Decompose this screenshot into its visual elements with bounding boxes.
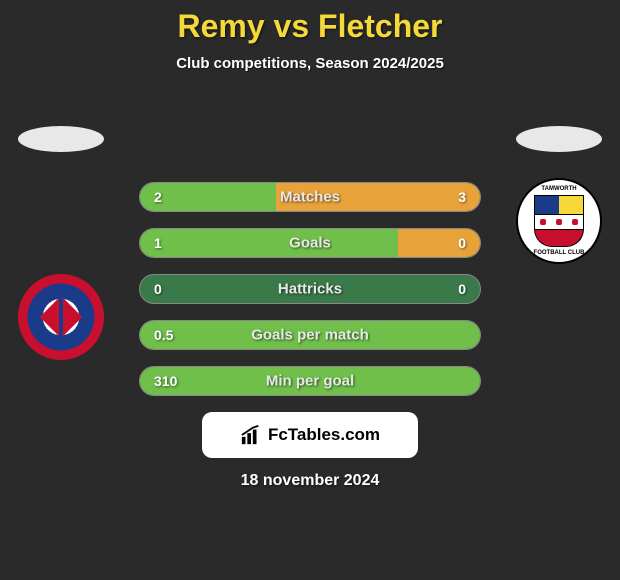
stat-row: 0.5Goals per match bbox=[139, 320, 481, 350]
stat-value-right: 0 bbox=[458, 281, 466, 297]
stat-row: 2Matches3 bbox=[139, 182, 481, 212]
club-badge-right: TAMWORTH FOOTBALL CLUB bbox=[516, 178, 602, 264]
player-photo-left bbox=[18, 126, 104, 152]
stat-label: Min per goal bbox=[140, 373, 480, 390]
stat-label: Goals bbox=[140, 235, 480, 252]
page-title: Remy vs Fletcher bbox=[0, 8, 620, 45]
stat-label: Matches bbox=[140, 189, 480, 206]
stats-bars: 2Matches31Goals00Hattricks00.5Goals per … bbox=[139, 182, 481, 396]
stat-value-right: 3 bbox=[458, 189, 466, 205]
date-text: 18 november 2024 bbox=[0, 472, 620, 490]
comparison-card: Remy vs Fletcher Club competitions, Seas… bbox=[0, 0, 620, 490]
logo-text: FcTables.com bbox=[268, 425, 380, 445]
stat-row: 1Goals0 bbox=[139, 228, 481, 258]
stat-label: Goals per match bbox=[140, 327, 480, 344]
fctables-logo[interactable]: FcTables.com bbox=[202, 412, 418, 458]
stat-label: Hattricks bbox=[140, 281, 480, 298]
player-photo-right bbox=[516, 126, 602, 152]
stat-value-right: 0 bbox=[458, 235, 466, 251]
club-badge-left bbox=[18, 274, 104, 360]
page-subtitle: Club competitions, Season 2024/2025 bbox=[0, 55, 620, 72]
stat-row: 0Hattricks0 bbox=[139, 274, 481, 304]
chart-icon bbox=[240, 424, 262, 446]
stat-row: 310Min per goal bbox=[139, 366, 481, 396]
